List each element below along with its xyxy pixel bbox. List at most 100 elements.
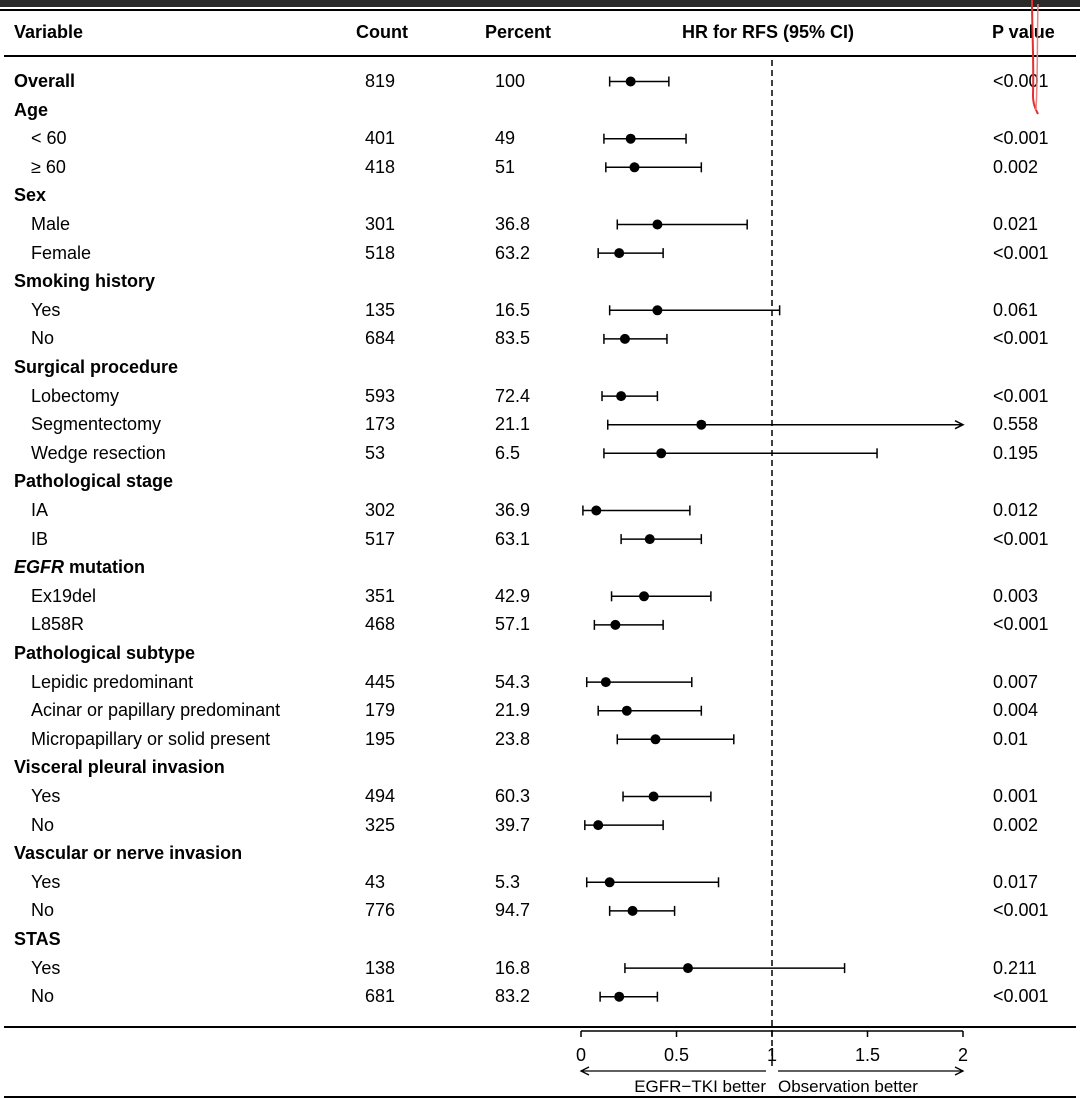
percent-cell: 16.8: [495, 957, 531, 978]
group-header-row: STAS: [0, 925, 1080, 953]
hr-point: [600, 677, 611, 688]
left-arrow-head: [579, 1066, 590, 1076]
hr-point: [625, 76, 636, 87]
p-value-cell: <0.001: [993, 385, 1049, 406]
p-value-cell: 0.002: [993, 156, 1039, 177]
variable-label: Vascular or nerve invasion: [14, 843, 243, 864]
p-value-cell: <0.001: [993, 242, 1049, 263]
group-header-row: Vascular or nerve invasion: [0, 839, 1080, 867]
variable-label: Age: [14, 99, 49, 120]
p-value-cell: 0.061: [993, 299, 1039, 320]
group-header-row: Sex: [0, 181, 1080, 209]
percent-cell: 57.1: [495, 614, 531, 635]
hr-point: [639, 591, 650, 602]
table-row: Female 518 63.2 <0.001: [0, 239, 1080, 267]
variable-label: IB: [31, 528, 49, 549]
percent-cell: 6.5: [495, 442, 521, 463]
hr-point: [621, 705, 632, 716]
p-value-cell: <0.001: [993, 900, 1049, 921]
ci-arrow-high: [954, 420, 965, 430]
variable-label: ≥ 60: [31, 156, 66, 177]
table-row: No 681 83.2 <0.001: [0, 982, 1080, 1010]
p-value-cell: 0.012: [993, 500, 1039, 520]
table-row: Micropapillary or solid present 195 23.8 0.…: [0, 725, 1080, 753]
group-header-row: Pathological stage: [0, 467, 1080, 495]
header-variable: Variable: [14, 22, 84, 42]
right-direction-label: Observation better: [778, 1077, 918, 1096]
percent-cell: 49: [495, 128, 516, 149]
count-cell: 517: [365, 528, 396, 549]
table-row: Ex19del 351 42.9 0.003: [0, 582, 1080, 610]
variable-label: Yes: [31, 299, 61, 320]
x-tick-label: 2: [958, 1045, 968, 1065]
group-header-row: Smoking history: [0, 267, 1080, 295]
count-cell: 494: [365, 786, 396, 806]
hr-point: [625, 133, 636, 144]
variable-label: Wedge resection: [31, 442, 166, 463]
hr-point: [648, 791, 659, 802]
p-value-cell: 0.01: [993, 728, 1029, 749]
variable-label: Segmentectomy: [31, 414, 162, 435]
p-value-cell: <0.001: [993, 614, 1049, 635]
variable-label: Male: [31, 214, 71, 234]
p-value-cell: 0.007: [993, 671, 1039, 692]
table-row: Lobectomy 593 72.4 <0.001: [0, 382, 1080, 410]
variable-label: Yes: [31, 957, 61, 978]
p-value-cell: <0.001: [993, 528, 1049, 549]
table-row: < 60 401 49 <0.001: [0, 124, 1080, 152]
p-value-cell: 0.195: [993, 442, 1039, 463]
variable-label: EGFR mutation: [14, 557, 146, 578]
variable-label: Lobectomy: [31, 385, 120, 406]
table-row: IA 302 36.9 0.012: [0, 496, 1080, 524]
percent-cell: 63.1: [495, 528, 531, 549]
hr-point: [593, 820, 604, 831]
count-cell: 302: [365, 500, 396, 520]
table-row: Overall 819 100 <0.001: [0, 67, 1080, 95]
variable-label: Yes: [31, 871, 61, 892]
percent-cell: 54.3: [495, 671, 531, 692]
group-header-row: Surgical procedure: [0, 353, 1080, 381]
variable-label: No: [31, 814, 55, 835]
count-cell: 593: [365, 385, 396, 406]
x-tick-label: 0: [576, 1045, 586, 1065]
percent-cell: 21.9: [495, 700, 531, 721]
percent-cell: 36.9: [495, 500, 531, 520]
percent-cell: 60.3: [495, 786, 531, 806]
right-arrow-head: [954, 1066, 965, 1076]
x-tick-label: 1.5: [855, 1045, 880, 1065]
variable-label: No: [31, 900, 55, 921]
count-cell: 468: [365, 614, 396, 635]
p-value-cell: 0.021: [993, 214, 1039, 234]
variable-label: Micropapillary or solid present: [31, 728, 271, 749]
variable-label: Acinar or papillary predominant: [31, 700, 281, 721]
table-row: Wedge resection 53 6.5 0.195: [0, 439, 1080, 467]
group-header-row: Age: [0, 96, 1080, 124]
percent-cell: 36.8: [495, 214, 531, 234]
hr-point: [682, 963, 693, 974]
count-cell: 301: [365, 214, 396, 234]
p-value-cell: <0.001: [993, 71, 1049, 91]
count-cell: 179: [365, 700, 396, 721]
p-value-cell: <0.001: [993, 986, 1049, 1007]
count-cell: 135: [365, 299, 396, 320]
hr-point: [696, 419, 707, 430]
variable-label: Sex: [14, 185, 47, 206]
variable-label: Pathological stage: [14, 471, 174, 492]
count-cell: 684: [365, 328, 396, 349]
count-cell: 819: [365, 71, 396, 91]
percent-cell: 21.1: [495, 414, 531, 435]
percent-cell: 83.5: [495, 328, 531, 349]
p-value-cell: 0.017: [993, 871, 1039, 892]
count-cell: 173: [365, 414, 396, 435]
variable-label: IA: [31, 500, 49, 520]
variable-label: No: [31, 328, 55, 349]
variable-label: L858R: [31, 614, 85, 635]
table-row: Yes 135 16.5 0.061: [0, 296, 1080, 324]
count-cell: 776: [365, 900, 396, 921]
variable-label: Pathological subtype: [14, 643, 196, 663]
count-cell: 518: [365, 242, 396, 263]
percent-cell: 94.7: [495, 900, 531, 921]
p-value-cell: 0.004: [993, 700, 1039, 721]
p-value-cell: <0.001: [993, 128, 1049, 149]
variable-label-italic: EGFR: [14, 557, 65, 578]
